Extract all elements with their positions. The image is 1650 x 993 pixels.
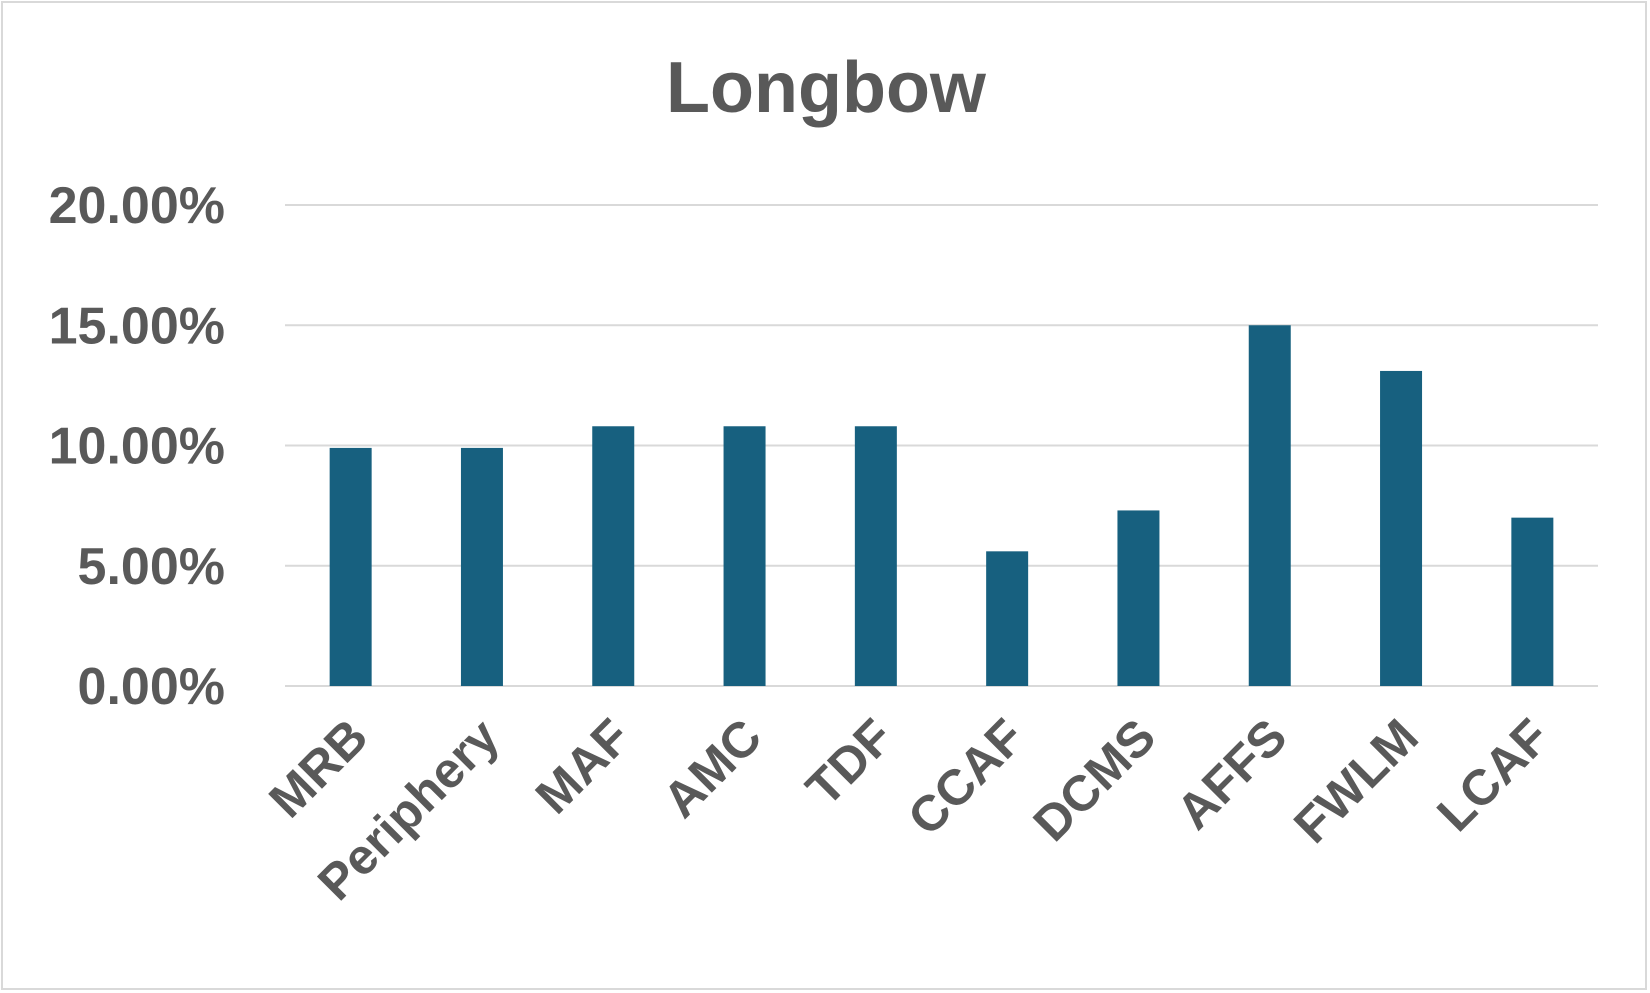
bar-mrb (329, 447, 372, 686)
y-tick-label: 5.00% (78, 538, 225, 596)
bar-maf (592, 426, 635, 686)
x-tick-label: LCAF (1426, 708, 1560, 842)
y-axis-tick-labels: 0.00% 5.00% 10.00% 15.00% 20.00% (49, 177, 225, 716)
y-tick-label: 15.00% (49, 297, 225, 355)
y-tick-label: 0.00% (78, 658, 225, 716)
bar-affs (1248, 325, 1291, 686)
y-tick-label: 10.00% (49, 418, 225, 476)
bar-periphery (460, 447, 503, 686)
bar-ccaf (986, 551, 1029, 686)
bar-lcaf (1511, 517, 1554, 686)
y-tick-label: 20.00% (49, 177, 225, 235)
x-tick-label: TDF (795, 708, 903, 816)
x-tick-label: MAF (525, 708, 641, 824)
bar-amc (723, 426, 766, 686)
bar-fwlm (1380, 370, 1423, 686)
x-tick-label: CCAF (897, 708, 1035, 846)
x-tick-label: AFFS (1166, 708, 1298, 840)
bars (329, 325, 1554, 686)
gridlines (285, 204, 1598, 687)
bar-dcms (1117, 510, 1160, 686)
x-tick-label: MRB (258, 708, 378, 828)
x-tick-label: FWLM (1283, 708, 1429, 854)
bar-tdf (854, 426, 897, 686)
x-tick-label: DCMS (1023, 708, 1167, 852)
x-tick-label: AMC (652, 708, 772, 828)
chart-title: Longbow (666, 48, 987, 128)
